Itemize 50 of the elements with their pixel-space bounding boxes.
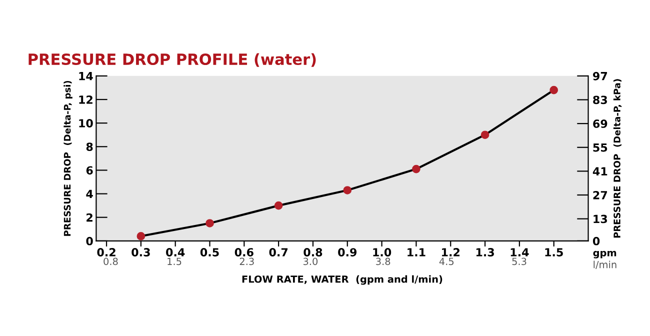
y-tick-label: 14 xyxy=(79,72,93,80)
y2-tick-label: 41 xyxy=(592,167,608,176)
x2-tick-label: 5.3 xyxy=(512,258,526,266)
x2-tick-label: 1.5 xyxy=(168,258,182,266)
x-tick-label: 0.2 xyxy=(97,248,116,256)
chart-title: PRESSURE DROP PROFILE (water) xyxy=(28,53,316,67)
point xyxy=(412,164,420,174)
x2-tick-label: 4.5 xyxy=(439,258,454,266)
point xyxy=(136,232,146,240)
x-tick-label: 1.0 xyxy=(373,248,392,256)
y-tick-label: 0 xyxy=(86,236,93,246)
x-tick-label: 1.1 xyxy=(408,248,426,256)
x-tick-label: 0.6 xyxy=(234,248,254,256)
x2-tick-label: 3.0 xyxy=(303,258,318,266)
x-tick-label: 0.4 xyxy=(166,248,185,256)
y-tick-label: 12 xyxy=(79,95,92,104)
x-axis-title: FLOW RATE, WATER (gpm and l/min) xyxy=(242,275,442,285)
y2-tick-label: 0 xyxy=(592,236,600,246)
text: gpm xyxy=(593,250,616,258)
y2-tick-label: 27 xyxy=(593,190,607,200)
point xyxy=(480,130,490,140)
x-tick-label: 1.3 xyxy=(476,248,494,256)
x2-tick-label: 3.8 xyxy=(376,258,390,266)
point xyxy=(550,86,558,94)
x-tick-label: 1.5 xyxy=(545,248,563,256)
y-tick-label: 4 xyxy=(86,190,93,198)
x2-tick-label: 2.3 xyxy=(240,258,254,266)
point xyxy=(343,186,352,194)
y-tick-label: 6 xyxy=(86,166,93,175)
x-tick-label: 0.9 xyxy=(338,248,357,256)
y2-tick-label: 83 xyxy=(593,96,607,104)
x-tick-label: 1.4 xyxy=(510,248,529,256)
x-tick-label: 0.5 xyxy=(200,248,219,256)
y-axis-title: PRESSURE DROP (Delta-P, psi) xyxy=(64,80,72,236)
y2-tick-label: 97 xyxy=(592,72,607,80)
y-tick-label: 8 xyxy=(86,142,93,152)
y2-tick-label: 13 xyxy=(594,214,607,224)
x-tick-label: 1.2 xyxy=(442,248,460,256)
y2-axis-title: PRESSURE DROP (Delta-P, kPa) xyxy=(613,79,622,238)
y2-tick-label: 69 xyxy=(593,120,608,128)
x-tick-label: 0.3 xyxy=(132,248,150,256)
point xyxy=(274,201,283,210)
x-tick-label: 0.7 xyxy=(269,248,288,256)
x2-tick-label: 0.8 xyxy=(104,258,118,266)
point xyxy=(206,219,214,228)
x-tick-label: 0.8 xyxy=(304,248,322,256)
y-tick-label: 2 xyxy=(86,213,92,222)
text: l/min xyxy=(594,260,616,270)
y2-tick-label: 55 xyxy=(593,143,608,152)
y-tick-label: 10 xyxy=(79,119,93,128)
